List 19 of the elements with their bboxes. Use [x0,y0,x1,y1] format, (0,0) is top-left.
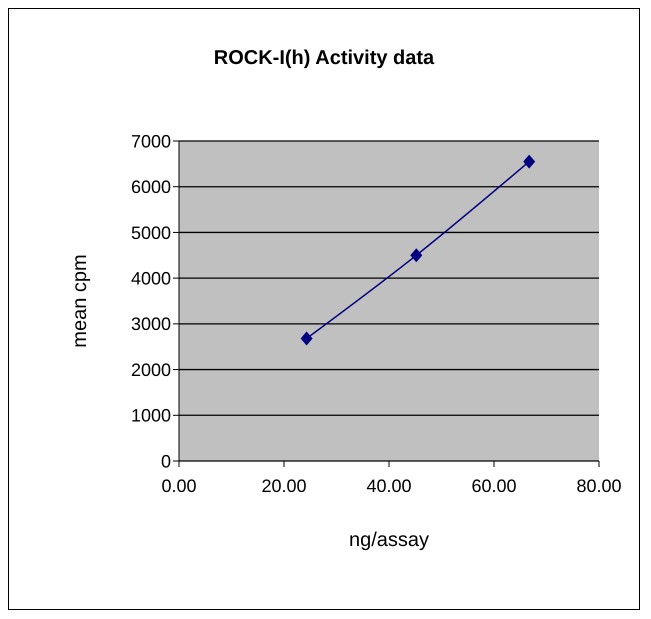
y-tick-label: 5000 [130,222,171,243]
y-axis-title: mean cpm [69,254,92,348]
y-tick-label: 0 [160,451,171,472]
point [410,248,422,262]
point [523,154,536,169]
point [300,331,313,346]
x-axis-title: ng/assay [348,529,430,551]
chart-title: ROCK-I(h) Activity data [212,47,436,70]
y-tick-label: 6000 [130,177,171,198]
y-tick-label: 4000 [130,268,171,289]
y-tick-label: 7000 [130,131,171,152]
y-tick-label: 2000 [130,360,171,380]
x-tick-label: 60.00 [471,476,517,496]
y-tick-label: 1000 [130,406,171,426]
x-tick-label: 80.00 [576,476,622,496]
x-tick-label: 0.00 [161,476,197,496]
x-tick-label: 40.00 [366,476,412,496]
x-tick-label: 20.00 [261,476,307,496]
y-tick-label: 3000 [130,314,171,334]
